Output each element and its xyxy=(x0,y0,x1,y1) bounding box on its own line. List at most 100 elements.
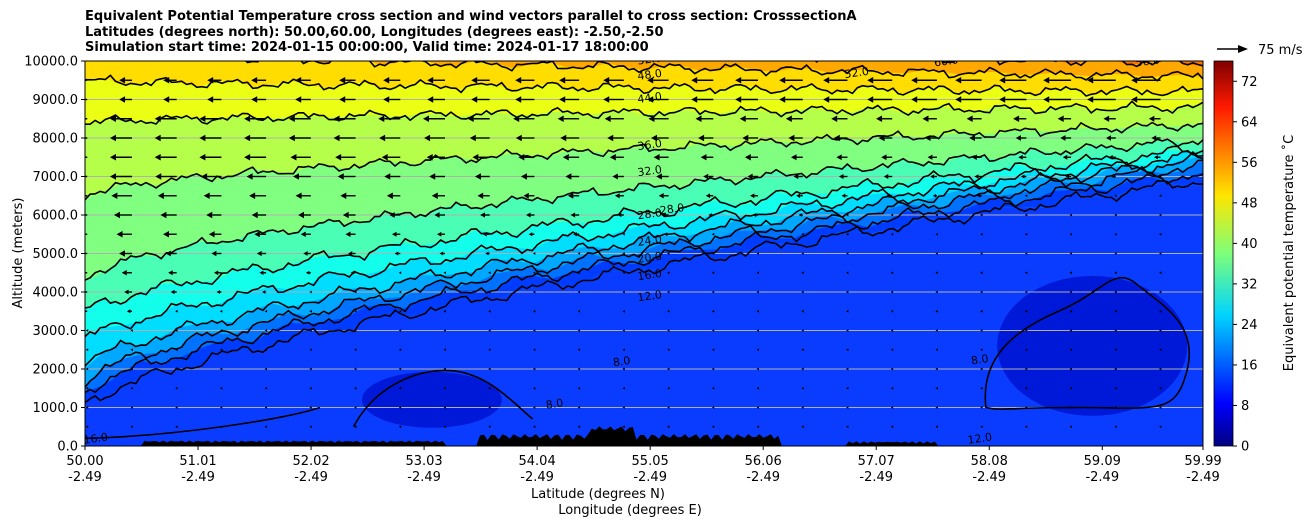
wind-vector-head xyxy=(935,309,938,313)
x-tick-label-lon: -2.49 xyxy=(859,470,893,485)
wind-vector-head xyxy=(577,329,581,332)
wind-vector-head xyxy=(354,406,357,409)
x-tick-label-lat: 58.08 xyxy=(971,454,1008,469)
wind-vector-head xyxy=(622,406,625,409)
contour-label: 8.0 xyxy=(612,354,631,369)
wind-vector-head xyxy=(443,425,446,429)
wind-vector-head xyxy=(485,251,489,256)
colorbar-tick-label: 48 xyxy=(1241,196,1258,211)
wind-vector-head xyxy=(480,212,485,218)
wind-vector-head xyxy=(398,386,402,390)
wind-vector-head xyxy=(333,115,340,123)
wind-vector-head xyxy=(207,96,214,103)
wind-vector-head xyxy=(1114,232,1117,236)
wind-vector-head xyxy=(565,173,572,180)
wind-vector-head xyxy=(756,386,759,390)
quiver-key-arrow-icon xyxy=(1238,45,1248,53)
wind-vector-head xyxy=(711,406,715,409)
x-tick-label-lon: -2.49 xyxy=(520,470,554,485)
wind-vector-head xyxy=(1114,386,1117,390)
wind-vector-head xyxy=(175,406,178,409)
wind-vector-head xyxy=(577,252,581,255)
wind-vector-head xyxy=(667,367,670,371)
y-tick-label: 10000.0 xyxy=(24,55,78,70)
contour-line xyxy=(85,159,1203,388)
wind-vector-head xyxy=(651,134,658,142)
wind-vector-head xyxy=(1114,252,1117,255)
wind-vector-head xyxy=(264,309,268,313)
wind-vector-head xyxy=(750,193,755,199)
wind-vector-head xyxy=(867,96,874,103)
wind-vector-head xyxy=(648,115,655,123)
wind-vector-head xyxy=(219,309,223,313)
wind-vector-head xyxy=(1043,76,1050,84)
contour-line xyxy=(85,151,1203,367)
wind-vectors xyxy=(65,76,1162,429)
wind-vector-head xyxy=(756,309,759,313)
wind-vector-head xyxy=(656,173,662,180)
wind-vector-head xyxy=(488,406,491,409)
wind-vector-head xyxy=(443,386,446,390)
wind-vector-head xyxy=(969,134,975,142)
contour-line xyxy=(85,74,1203,97)
wind-vector-head xyxy=(398,290,402,294)
colorbar-tick-label: 8 xyxy=(1241,399,1249,414)
wind-vector-head xyxy=(560,134,567,142)
wind-vector-head xyxy=(667,406,670,409)
wind-vector-head xyxy=(1114,213,1117,217)
wind-vector-head xyxy=(354,386,357,390)
wind-vector-head xyxy=(305,270,310,275)
wind-vector-head xyxy=(163,76,170,84)
wind-vector-head xyxy=(515,76,522,84)
wind-vector-head xyxy=(251,211,258,219)
wind-vector-head xyxy=(1114,194,1117,198)
wind-vector-head xyxy=(980,232,983,236)
contour-line xyxy=(85,100,1203,125)
wind-vector-head xyxy=(841,193,846,198)
wind-vector-head xyxy=(622,348,625,352)
colorbar-ticks: 0 8 16 24 32 40 48 56 64 72 xyxy=(1233,75,1258,455)
x-tick-label-lon: -2.49 xyxy=(746,470,780,485)
wind-vector-head xyxy=(801,386,804,390)
y-axis: 0.0 1000.0 2000.0 3000.0 4000.0 5000.0 6000.0 7… xyxy=(24,55,85,455)
wind-vector-head xyxy=(752,213,757,217)
wind-vector-head xyxy=(935,213,938,217)
wind-vector-head xyxy=(443,309,446,313)
wind-vector-head xyxy=(378,115,385,123)
wind-vector-head xyxy=(667,425,670,429)
wind-vector-head xyxy=(1020,174,1025,179)
gridlines xyxy=(85,99,1203,408)
wind-vector-head xyxy=(833,134,840,142)
wind-vector-head xyxy=(532,252,536,255)
wind-vector-head xyxy=(838,173,844,180)
wind-vector-head xyxy=(801,290,804,294)
wind-vector-head xyxy=(175,309,178,313)
colorbar-tick-label: 64 xyxy=(1241,115,1258,130)
wind-vector-head xyxy=(216,290,221,294)
wind-vector-head xyxy=(488,271,491,275)
wind-vector-head xyxy=(309,309,312,313)
wind-vector-head xyxy=(935,252,938,255)
wind-vector-head xyxy=(219,425,223,429)
wind-vector-head xyxy=(1069,348,1073,352)
wind-vector-head xyxy=(801,252,804,255)
wind-vector-head xyxy=(488,367,491,371)
wind-vector-head xyxy=(1159,213,1162,217)
wind-vector-head xyxy=(213,270,219,276)
wind-vector-head xyxy=(293,173,300,180)
wind-vector-head xyxy=(603,76,610,84)
y-axis-label: Altitude (meters) xyxy=(11,198,26,309)
wind-vector-head xyxy=(1087,96,1094,103)
wind-vector-head xyxy=(1108,154,1113,160)
wind-vector-head xyxy=(298,211,304,219)
wind-vector-head xyxy=(1159,406,1162,409)
wind-vector-head xyxy=(661,212,666,218)
wind-vector-head xyxy=(65,154,71,161)
wind-vector-head xyxy=(170,289,175,295)
wind-vector-head xyxy=(935,425,938,429)
wind-vector-head xyxy=(259,270,264,275)
wind-vector-head xyxy=(264,367,268,371)
wind-vector-head xyxy=(354,367,357,371)
wind-vector-head xyxy=(691,96,698,103)
wind-vector-head xyxy=(532,367,536,371)
